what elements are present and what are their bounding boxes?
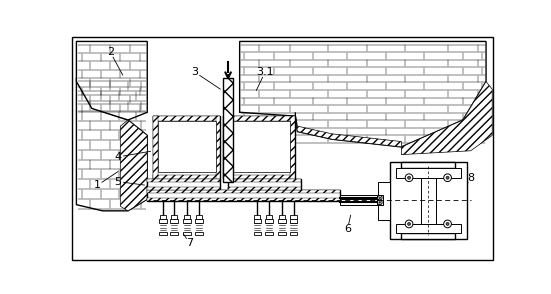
Bar	[290, 232, 298, 235]
Bar	[223, 116, 234, 179]
Polygon shape	[77, 41, 147, 120]
Polygon shape	[228, 187, 301, 190]
Bar	[340, 201, 386, 205]
Polygon shape	[153, 116, 220, 121]
Polygon shape	[228, 175, 295, 179]
Polygon shape	[216, 116, 220, 179]
Polygon shape	[228, 116, 233, 179]
Bar	[170, 232, 178, 235]
Bar	[265, 219, 273, 223]
Bar	[158, 121, 216, 172]
Text: 7: 7	[186, 238, 193, 248]
Text: 6: 6	[344, 224, 351, 234]
Polygon shape	[153, 175, 220, 179]
Bar	[278, 232, 286, 235]
Polygon shape	[290, 116, 295, 179]
Bar	[396, 168, 461, 178]
Circle shape	[377, 196, 382, 200]
Circle shape	[377, 200, 382, 205]
Bar	[390, 162, 467, 239]
Bar	[160, 215, 166, 219]
Bar	[265, 232, 273, 235]
Polygon shape	[228, 179, 301, 182]
Bar	[228, 179, 301, 190]
Text: 3.1: 3.1	[256, 67, 274, 77]
Text: 3: 3	[192, 67, 198, 77]
Bar	[420, 178, 436, 224]
Bar	[233, 121, 290, 172]
Bar	[195, 219, 203, 223]
Circle shape	[446, 222, 449, 225]
Bar	[183, 219, 191, 223]
Bar	[253, 219, 261, 223]
Bar	[253, 232, 261, 235]
Bar	[184, 215, 191, 219]
Bar	[278, 219, 286, 223]
Circle shape	[405, 174, 413, 182]
Bar	[147, 179, 220, 190]
Text: 1: 1	[94, 181, 101, 191]
Bar	[195, 232, 203, 235]
Circle shape	[408, 176, 410, 179]
Polygon shape	[295, 112, 401, 147]
Circle shape	[379, 201, 381, 203]
Bar	[159, 232, 166, 235]
Bar	[170, 219, 178, 223]
Bar	[228, 116, 295, 179]
Bar	[183, 232, 191, 235]
Bar	[290, 219, 298, 223]
Bar	[290, 215, 296, 219]
Bar	[401, 233, 455, 239]
Polygon shape	[153, 116, 158, 179]
Circle shape	[405, 220, 413, 228]
Bar	[171, 215, 177, 219]
Polygon shape	[240, 41, 486, 147]
Bar	[147, 190, 340, 201]
Circle shape	[444, 174, 451, 182]
Bar	[266, 215, 272, 219]
Text: 5: 5	[115, 177, 121, 187]
Text: 8: 8	[467, 173, 474, 183]
Polygon shape	[228, 116, 295, 121]
Bar	[378, 182, 390, 220]
Bar	[159, 219, 166, 223]
Polygon shape	[147, 179, 220, 182]
Text: 2: 2	[107, 47, 114, 57]
Text: 4: 4	[115, 152, 122, 162]
Bar	[254, 215, 261, 219]
Polygon shape	[147, 190, 340, 193]
Circle shape	[444, 220, 451, 228]
Bar	[196, 215, 202, 219]
Bar	[340, 196, 386, 199]
Circle shape	[446, 176, 449, 179]
Circle shape	[408, 222, 410, 225]
Bar	[396, 224, 461, 233]
Polygon shape	[77, 78, 147, 211]
Bar	[377, 196, 383, 205]
Bar	[401, 162, 455, 168]
Bar	[153, 116, 220, 179]
Polygon shape	[147, 187, 220, 190]
Circle shape	[379, 197, 381, 199]
Bar	[223, 78, 234, 182]
Polygon shape	[147, 198, 340, 201]
Bar	[279, 215, 285, 219]
Polygon shape	[120, 120, 147, 211]
Polygon shape	[401, 81, 492, 155]
